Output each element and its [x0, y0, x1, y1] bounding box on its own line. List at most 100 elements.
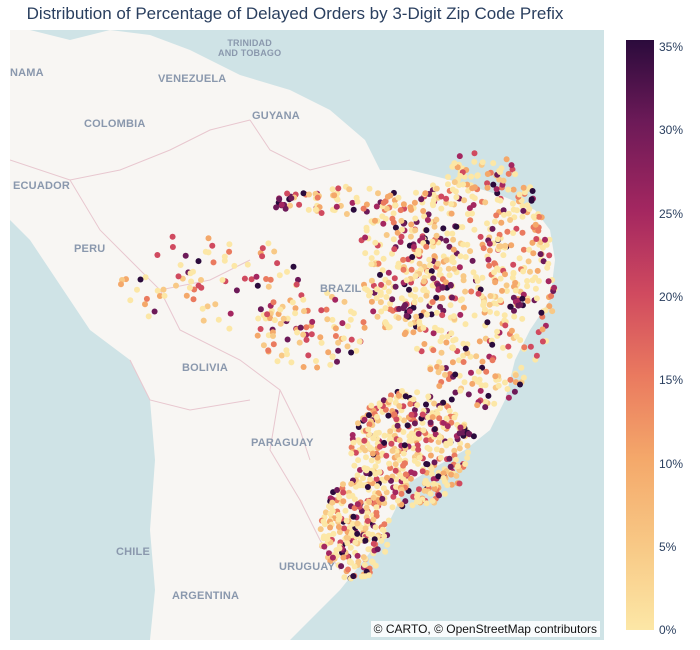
zip-prefix-point — [271, 248, 278, 255]
map-canvas[interactable]: TRINIDAD AND TOBAGO NAMA VENEZUELA GUYANA… — [10, 30, 604, 640]
zip-prefix-point — [440, 419, 447, 426]
zip-prefix-point — [392, 461, 399, 468]
zip-prefix-point — [393, 416, 400, 423]
zip-prefix-point — [396, 403, 403, 409]
zip-prefix-point — [414, 345, 420, 352]
zip-prefix-point — [289, 299, 296, 306]
zip-prefix-point — [456, 445, 463, 452]
zip-prefix-point — [529, 188, 536, 194]
zip-prefix-point — [340, 498, 347, 505]
zip-prefix-point — [436, 434, 443, 441]
zip-prefix-point — [367, 476, 374, 483]
zip-prefix-point — [350, 573, 357, 580]
zip-prefix-point — [505, 343, 512, 350]
zip-prefix-point — [410, 445, 417, 452]
zip-prefix-point — [510, 206, 517, 213]
zip-prefix-point — [348, 336, 355, 343]
zip-prefix-point — [429, 414, 436, 421]
zip-prefix-point — [416, 486, 422, 493]
zip-prefix-point — [338, 563, 345, 570]
zip-prefix-point — [511, 388, 518, 395]
zip-prefix-point — [510, 230, 517, 236]
zip-prefix-point — [486, 301, 493, 308]
zip-prefix-point — [363, 504, 370, 511]
zip-prefix-point — [506, 352, 513, 359]
zip-prefix-point — [465, 430, 472, 437]
zip-prefix-point — [451, 160, 458, 167]
zip-prefix-point — [270, 333, 276, 339]
zip-prefix-point — [528, 197, 535, 204]
zip-prefix-point — [134, 286, 140, 293]
zip-prefix-point — [445, 181, 451, 188]
zip-prefix-point — [444, 230, 451, 237]
zip-prefix-point — [456, 480, 463, 487]
zip-prefix-point — [489, 225, 496, 232]
zip-prefix-point — [443, 415, 450, 422]
zip-prefix-point — [482, 199, 489, 206]
zip-prefix-point — [508, 162, 515, 169]
zip-prefix-point — [461, 379, 468, 386]
zip-prefix-point — [437, 303, 444, 310]
zip-prefix-point — [336, 545, 343, 552]
zip-prefix-point — [398, 295, 405, 302]
zip-prefix-point — [436, 271, 443, 278]
zip-prefix-point — [443, 195, 450, 202]
zip-prefix-point — [347, 544, 354, 551]
zip-prefix-point — [493, 212, 500, 219]
zip-prefix-point — [370, 516, 377, 523]
zip-prefix-point — [173, 282, 179, 289]
zip-prefix-point — [356, 338, 363, 345]
zip-prefix-point — [360, 475, 366, 482]
zip-prefix-point — [303, 324, 310, 331]
zip-prefix-point — [469, 185, 476, 192]
zip-prefix-point — [464, 241, 471, 248]
zip-prefix-point — [526, 246, 533, 253]
zip-prefix-point — [527, 268, 533, 275]
zip-prefix-point — [426, 256, 433, 263]
zip-prefix-point — [524, 278, 531, 284]
map-attribution[interactable]: © CARTO, © OpenStreetMap contributors — [370, 621, 600, 637]
zip-prefix-point — [539, 338, 546, 345]
zip-prefix-point — [270, 341, 277, 348]
zip-prefix-point — [434, 260, 441, 267]
zip-prefix-point — [450, 246, 457, 253]
zip-prefix-point — [385, 269, 392, 276]
zip-prefix-point — [348, 529, 355, 536]
zip-prefix-point — [433, 309, 440, 316]
zip-prefix-point — [424, 217, 431, 223]
zip-prefix-point — [271, 317, 278, 324]
zip-prefix-point — [404, 422, 411, 429]
zip-prefix-point — [464, 454, 471, 461]
zip-prefix-point — [360, 205, 367, 212]
zip-prefix-point — [423, 500, 430, 507]
zip-prefix-point — [288, 359, 295, 366]
zip-prefix-point — [416, 498, 423, 505]
zip-prefix-point — [453, 223, 460, 230]
zip-prefix-point — [486, 262, 493, 269]
zip-prefix-point — [329, 186, 336, 193]
zip-prefix-point — [533, 236, 540, 242]
zip-prefix-point — [227, 310, 234, 317]
zip-prefix-point — [448, 201, 455, 208]
zip-prefix-point — [505, 186, 512, 193]
zip-prefix-point — [431, 426, 438, 433]
zip-prefix-point — [379, 267, 386, 274]
zip-prefix-point — [484, 184, 491, 191]
zip-prefix-point — [442, 371, 448, 378]
zip-prefix-point — [443, 440, 450, 447]
zip-prefix-point — [430, 275, 437, 282]
zip-prefix-point — [369, 559, 376, 566]
zip-prefix-point — [519, 295, 526, 302]
zip-prefix-point — [520, 374, 527, 381]
zip-prefix-point — [362, 250, 369, 257]
zip-prefix-point — [539, 326, 546, 333]
zip-prefix-point — [370, 435, 377, 442]
zip-prefix-point — [254, 332, 261, 339]
zip-prefix-point — [545, 260, 552, 267]
zip-prefix-point — [317, 526, 324, 533]
colorbar-tick: 15% — [659, 373, 684, 387]
zip-prefix-point — [389, 215, 396, 222]
zip-prefix-point — [529, 277, 536, 284]
zip-prefix-point — [295, 276, 301, 283]
zip-prefix-point — [358, 573, 365, 580]
